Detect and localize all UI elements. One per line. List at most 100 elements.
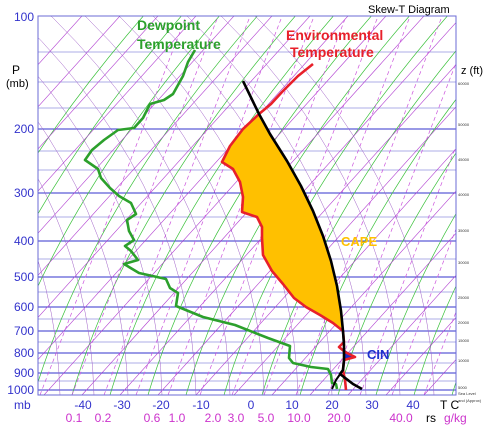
height-label-0: 60000 (458, 81, 470, 86)
moist-adiabat-3 (38, 75, 163, 395)
mixing-ratio-label-1: 0.2 (95, 411, 112, 425)
height-label-8: 15000 (458, 338, 470, 343)
temperature-label-4: 0 (248, 398, 255, 412)
isotherm-3 (38, 16, 197, 192)
cin-label: CIN (367, 347, 389, 362)
dry-adiabat-5 (109, 16, 334, 395)
height-label-7: 20000 (458, 320, 470, 325)
dewpoint-annotation-line2: Temperature (137, 36, 221, 52)
isotherm-14 (271, 190, 456, 395)
isotherm-13 (233, 148, 456, 395)
isotherm-17 (385, 316, 456, 395)
environmental-annotation-line1: Environmental (286, 27, 383, 43)
temperature-label-8: 40 (406, 398, 420, 412)
dewpoint-annotation-line1: Dewpoint (137, 17, 200, 33)
moist-adiabat-0 (38, 259, 61, 395)
mixing-ratio-line-1 (71, 16, 219, 395)
dry-adiabat-8 (223, 16, 448, 395)
pressure-label-800: 800 (14, 346, 34, 360)
pressure-unit-label: P (12, 63, 20, 77)
height-label-6: 25000 (458, 295, 470, 300)
dry-adiabat-12 (375, 213, 456, 395)
height-label-3: 40000 (458, 192, 470, 197)
mixing-ratio-label-9: 40.0 (389, 411, 413, 425)
isotherm-15 (309, 232, 456, 395)
pressure-label-100: 100 (14, 10, 34, 24)
mixing-ratio-label-2: 0.6 (144, 411, 161, 425)
dry-adiabat-10 (299, 98, 456, 395)
mixing-ratio-label-4: 2.0 (205, 411, 222, 425)
cape-area (222, 114, 343, 331)
moist-adiabat-1 (38, 178, 95, 395)
moist-adiabat-5 (50, 16, 231, 395)
temperature-tick-labels: -40 -30 -20 -10 0 10 20 30 40 (74, 398, 420, 412)
isotherm-0 (38, 16, 83, 66)
mixing-ratio-line-8 (295, 16, 443, 395)
pressure-label-300: 300 (14, 186, 34, 200)
dewpoint-line (83, 49, 339, 390)
pressure-label-600: 600 (14, 300, 34, 314)
dry-adiabat-13 (413, 285, 456, 395)
temperature-unit-label: T C (440, 398, 459, 412)
mixing-ratio-label-7: 10.0 (287, 411, 311, 425)
mixing-ratio-label-8: 20.0 (327, 411, 351, 425)
mixing-ratio-unit: g/kg (444, 411, 467, 425)
height-label-1: 50000 (458, 122, 470, 127)
moist-adiabat-2 (38, 121, 129, 395)
pressure-label-1000: 1000 (7, 383, 34, 397)
isotherm-16 (347, 274, 456, 395)
temperature-label-0: -40 (74, 398, 92, 412)
temperature-label-3: -10 (192, 398, 210, 412)
temperature-label-1: -30 (113, 398, 131, 412)
plot-frame (37, 15, 457, 396)
moist-adiabat-6 (84, 16, 265, 395)
isotherm-12 (195, 106, 456, 395)
pressure-label-500: 500 (14, 270, 34, 284)
dry-adiabat-9 (261, 50, 456, 395)
dry-adiabat-1 (38, 16, 182, 215)
dry-adiabat-14 (451, 381, 456, 395)
mixing-ratio-label-6: 5.0 (258, 411, 275, 425)
dry-adiabat-4 (71, 16, 296, 395)
dry-adiabat-3 (38, 16, 258, 384)
pressure-label-400: 400 (14, 234, 34, 248)
temperature-label-6: 20 (325, 398, 339, 412)
height-label-10: 5000 (458, 385, 468, 390)
dry-adiabat-6 (147, 16, 372, 395)
moist-adiabat-4 (38, 37, 197, 395)
parcel-surface-segment (331, 369, 344, 390)
pressure-unit-bottom: mb (14, 398, 31, 412)
mixing-ratio-label-0: 0.1 (66, 411, 83, 425)
isotherm-6 (38, 16, 311, 318)
moist-adiabat-10 (220, 16, 401, 395)
mixing-ratio-label-5: 3.0 (228, 411, 245, 425)
height-label-9: 10000 (458, 358, 470, 363)
environmental-annotation-line2: Temperature (290, 44, 374, 60)
height-label-11: Sea Level (458, 391, 476, 396)
isotherm-4 (38, 16, 235, 234)
height-label-5: 30000 (458, 260, 470, 265)
pressure-label-900: 900 (14, 366, 34, 380)
temperature-label-2: -20 (152, 398, 170, 412)
isotherm-11 (157, 64, 456, 395)
isotherm-19 (462, 0, 489, 395)
dry-adiabat-2 (38, 16, 220, 287)
height-label-12: and (Approx) (458, 398, 482, 403)
mixing-ratio-label-3: 1.0 (169, 411, 186, 425)
pressure-label-700: 700 (14, 324, 34, 338)
dry-adiabat-0 (38, 16, 144, 154)
isotherm-1 (38, 16, 121, 108)
height-axis-label: z (ft) (461, 65, 483, 77)
moist-adiabat-9 (186, 16, 367, 395)
dry-adiabat-11 (337, 152, 456, 395)
height-label-2: 45000 (458, 157, 470, 162)
moist-adiabat-11 (254, 16, 435, 395)
temperature-label-7: 30 (365, 398, 379, 412)
isotherm-8 (43, 16, 387, 395)
pressure-unit-label-mb: (mb) (6, 78, 29, 90)
isotherm-2 (38, 16, 159, 150)
mixing-ratio-tick-labels: 0.1 0.2 0.6 1.0 2.0 3.0 5.0 10.0 20.0 40.0 (66, 411, 413, 425)
height-label-4: 35000 (458, 228, 470, 233)
mixing-ratio-unit-prefix: rs (426, 411, 436, 425)
